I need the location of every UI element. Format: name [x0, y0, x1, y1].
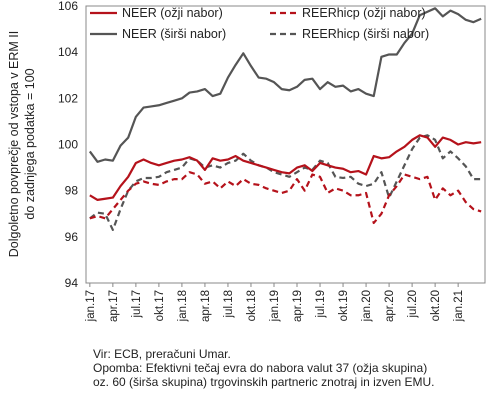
y-tick-label: 94 — [65, 276, 79, 290]
x-tick-label: jan.19 — [269, 290, 281, 322]
y-tick-label: 98 — [65, 184, 79, 198]
legend-label: REERhicp (širši nabor) — [302, 27, 429, 41]
legend-label: NEER (širši nabor) — [122, 27, 226, 41]
y-tick-label: 102 — [58, 91, 78, 105]
x-tick-label: jul.19 — [315, 290, 327, 319]
x-tick-label: okt.19 — [338, 290, 350, 321]
x-tick-label: jan.17 — [85, 290, 97, 322]
remark-note-line2: oz. 60 (širša skupina) trgovinskih partn… — [93, 375, 435, 389]
x-tick-label: jan.18 — [177, 290, 189, 322]
series-line — [89, 134, 482, 232]
series-line — [89, 134, 482, 201]
x-tick-label: jul.20 — [407, 290, 419, 319]
remark-note-line1: Opomba: Efektivni tečaj evra do nabora v… — [93, 361, 428, 375]
x-tick-label: apr.17 — [108, 290, 120, 322]
y-axis-label-line2: do zadnjega podatka = 100 — [23, 68, 37, 219]
x-tick-label: okt.18 — [246, 290, 258, 321]
y-tick-label: 100 — [58, 138, 78, 152]
x-tick-label: okt.17 — [154, 290, 166, 321]
x-tick-label: jul.17 — [131, 290, 143, 319]
x-tick-label: jan.21 — [453, 290, 465, 322]
x-tick-label: okt.20 — [430, 290, 442, 321]
legend-label: NEER (ožji nabor) — [122, 6, 223, 20]
series-line — [88, 7, 482, 163]
x-tick-label: apr.20 — [384, 290, 396, 322]
y-axis-label-line1: Dolgoletno povprečje od vstopa v ERM II — [7, 31, 21, 258]
series-layer — [88, 7, 482, 232]
x-tick-label: apr.19 — [292, 290, 304, 322]
x-tick-label: apr.18 — [200, 290, 212, 322]
y-tick-label: 104 — [58, 45, 78, 59]
legend-label: REERhicp (ožji nabor) — [302, 6, 426, 20]
y-axis: 94 96 98 100 102 104 106 — [58, 0, 459, 290]
source-note: Vir: ECB, preračuni Umar. — [93, 347, 231, 361]
y-tick-label: 106 — [58, 0, 78, 13]
plot-frame — [85, 5, 486, 284]
legend: NEER (ožji nabor) REERhicp (ožji nabor) NE… — [90, 6, 429, 41]
series-line — [89, 171, 482, 225]
y-tick-label: 96 — [65, 230, 79, 244]
x-axis: jan.17 apr.17 jul.17 okt.17 jan.18 apr.18 jul.… — [85, 290, 465, 322]
x-tick-label: jul.18 — [223, 290, 235, 319]
x-tick-label: jan.20 — [361, 290, 373, 322]
